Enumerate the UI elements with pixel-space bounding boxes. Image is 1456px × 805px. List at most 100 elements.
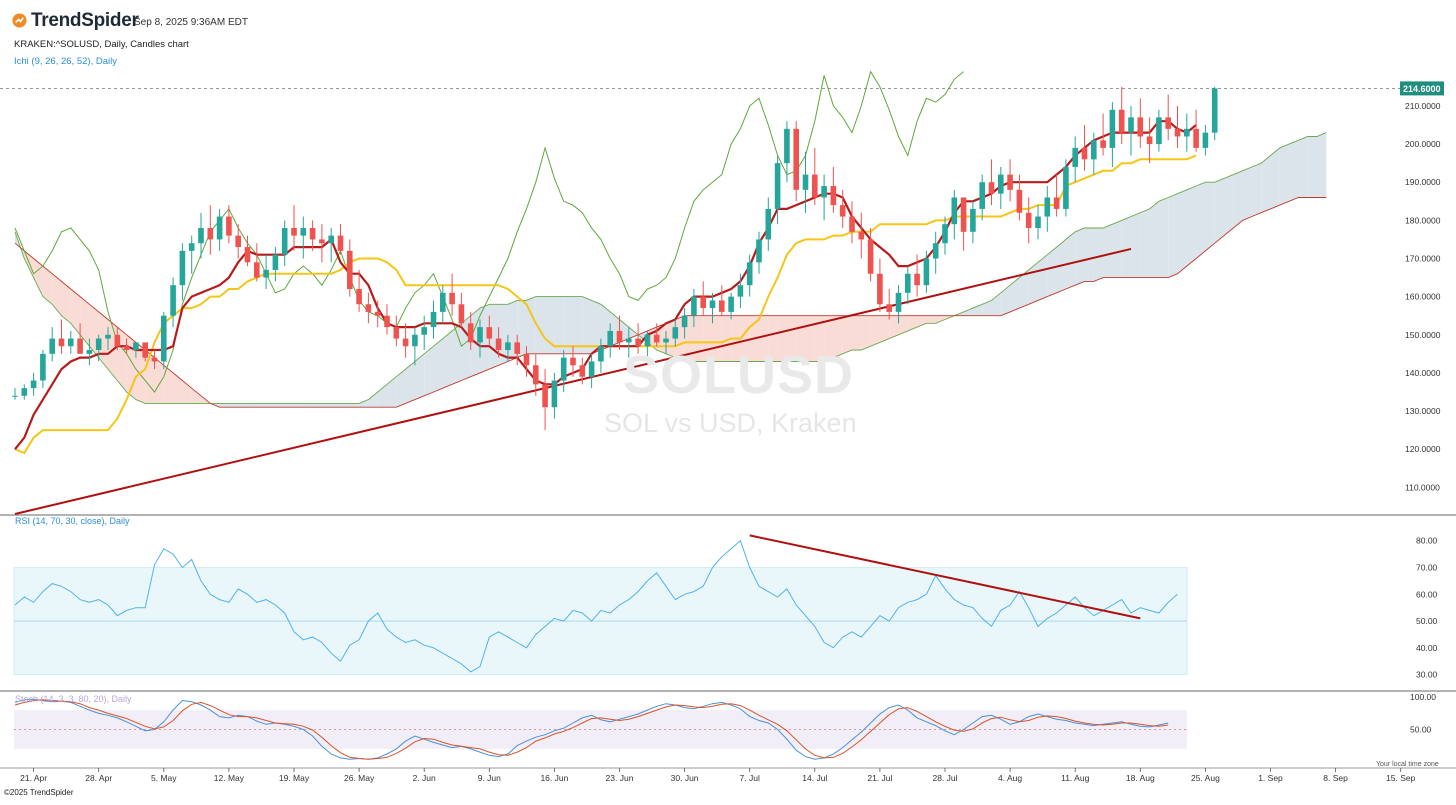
stoch-d-line bbox=[14, 699, 1169, 760]
rsi-y-tick: 70.00 bbox=[1416, 563, 1438, 573]
cloud-segment bbox=[368, 391, 378, 408]
candle-body bbox=[849, 216, 855, 232]
cloud-segment bbox=[52, 273, 62, 316]
candle-body bbox=[198, 227, 204, 244]
candle-body bbox=[858, 231, 865, 240]
candle-body bbox=[988, 182, 995, 194]
candle-body bbox=[1053, 197, 1060, 209]
cloud-segment bbox=[814, 315, 825, 362]
candle-body bbox=[337, 235, 344, 251]
cloud-segment bbox=[1131, 212, 1141, 278]
cloud-segment bbox=[405, 361, 415, 404]
x-tick-label: 4. Aug bbox=[998, 773, 1022, 783]
rsi-y-tick: 80.00 bbox=[1416, 536, 1438, 546]
candle-body bbox=[1044, 197, 1051, 217]
candle-body bbox=[95, 338, 102, 351]
cloud-segment bbox=[442, 330, 453, 389]
candle-body bbox=[570, 357, 576, 366]
cloud-segment bbox=[563, 296, 573, 354]
candle-body bbox=[942, 224, 948, 244]
last-price-label: 214.6000 bbox=[1403, 84, 1441, 94]
candle-body bbox=[300, 227, 307, 236]
symbol-label[interactable]: KRAKEN:^SOLUSD, Daily, Candles chart bbox=[14, 39, 189, 50]
candle-body bbox=[719, 300, 725, 312]
cloud-segment bbox=[889, 315, 899, 339]
candle-body bbox=[970, 208, 976, 232]
cloud-segment bbox=[1205, 182, 1215, 251]
candle-body bbox=[812, 174, 818, 198]
cloud-segment bbox=[33, 258, 43, 297]
candle-body bbox=[412, 334, 418, 347]
candle-body bbox=[393, 327, 400, 339]
candle-body bbox=[672, 327, 679, 339]
cloud-segment bbox=[331, 403, 341, 408]
cloud-segment bbox=[805, 315, 815, 362]
local-time-note: Your local time zone bbox=[1376, 761, 1439, 768]
cloud-segment bbox=[1140, 208, 1150, 278]
candle-body bbox=[802, 174, 809, 190]
x-tick-label: 8. Sep bbox=[1323, 773, 1348, 783]
candle-body bbox=[1091, 140, 1097, 160]
candle-body bbox=[1174, 128, 1181, 137]
cloud-segment bbox=[842, 315, 852, 354]
cloud-segment bbox=[61, 281, 71, 324]
x-tick-label: 26. May bbox=[344, 773, 375, 783]
candle-body bbox=[226, 216, 232, 236]
candle-body bbox=[207, 227, 214, 240]
price-y-tick: 110.0000 bbox=[1405, 482, 1440, 492]
price-y-tick: 210.0000 bbox=[1405, 101, 1441, 111]
candle-body bbox=[86, 350, 93, 354]
candle-body bbox=[309, 227, 316, 240]
cloud-segment bbox=[1177, 189, 1187, 274]
x-tick-label: 18. Aug bbox=[1126, 773, 1155, 783]
candle-body bbox=[123, 346, 130, 351]
candle-body bbox=[728, 296, 734, 312]
candle-body bbox=[142, 342, 148, 358]
ichimoku-indicator-label[interactable]: Ichi (9, 26, 26, 52), Daily bbox=[14, 56, 117, 67]
candle-body bbox=[170, 285, 176, 316]
candle-body bbox=[653, 334, 660, 343]
brand-name: TrendSpider bbox=[31, 10, 139, 31]
candle-body bbox=[374, 311, 381, 316]
candle-body bbox=[1072, 147, 1078, 167]
x-tick-label: 14. Jul bbox=[802, 773, 827, 783]
cloud-segment bbox=[247, 403, 257, 408]
candle-body bbox=[960, 197, 967, 232]
candle-body bbox=[691, 296, 697, 316]
candle-body bbox=[1211, 88, 1218, 133]
candle-body bbox=[514, 342, 520, 354]
cloud-segment bbox=[1196, 182, 1206, 259]
candle-body bbox=[161, 315, 167, 362]
trendspider-icon bbox=[12, 13, 27, 28]
cloud-segment bbox=[1251, 163, 1262, 217]
cloud-segment bbox=[256, 403, 267, 408]
cloud-segment bbox=[191, 388, 201, 404]
candle-body bbox=[560, 357, 567, 381]
candle-body bbox=[1118, 109, 1125, 133]
candle-body bbox=[30, 380, 37, 389]
x-tick-label: 2. Jun bbox=[413, 773, 436, 783]
cloud-segment bbox=[721, 315, 732, 362]
watermark-subtitle: SOL vs USD, Kraken bbox=[604, 408, 857, 438]
candle-body bbox=[774, 163, 781, 209]
cloud-segment bbox=[1084, 227, 1094, 282]
rsi-y-tick: 50.00 bbox=[1416, 616, 1438, 626]
candle-body bbox=[263, 269, 269, 278]
cloud-segment bbox=[852, 315, 862, 351]
cloud-segment bbox=[1242, 166, 1252, 221]
cloud-segment bbox=[1186, 186, 1197, 267]
candle-body bbox=[998, 174, 1004, 194]
cloud-segment bbox=[535, 296, 546, 354]
candle-body bbox=[440, 292, 446, 312]
candle-body bbox=[486, 327, 493, 339]
candle-body bbox=[254, 262, 260, 278]
candle-body bbox=[505, 342, 511, 351]
cloud-segment bbox=[70, 289, 81, 335]
candle-body bbox=[979, 182, 985, 209]
cloud-segment bbox=[154, 357, 164, 404]
candle-body bbox=[1025, 212, 1032, 228]
candle-body bbox=[914, 273, 920, 286]
candle-body bbox=[1193, 128, 1199, 148]
x-tick-label: 21. Apr bbox=[20, 773, 47, 783]
